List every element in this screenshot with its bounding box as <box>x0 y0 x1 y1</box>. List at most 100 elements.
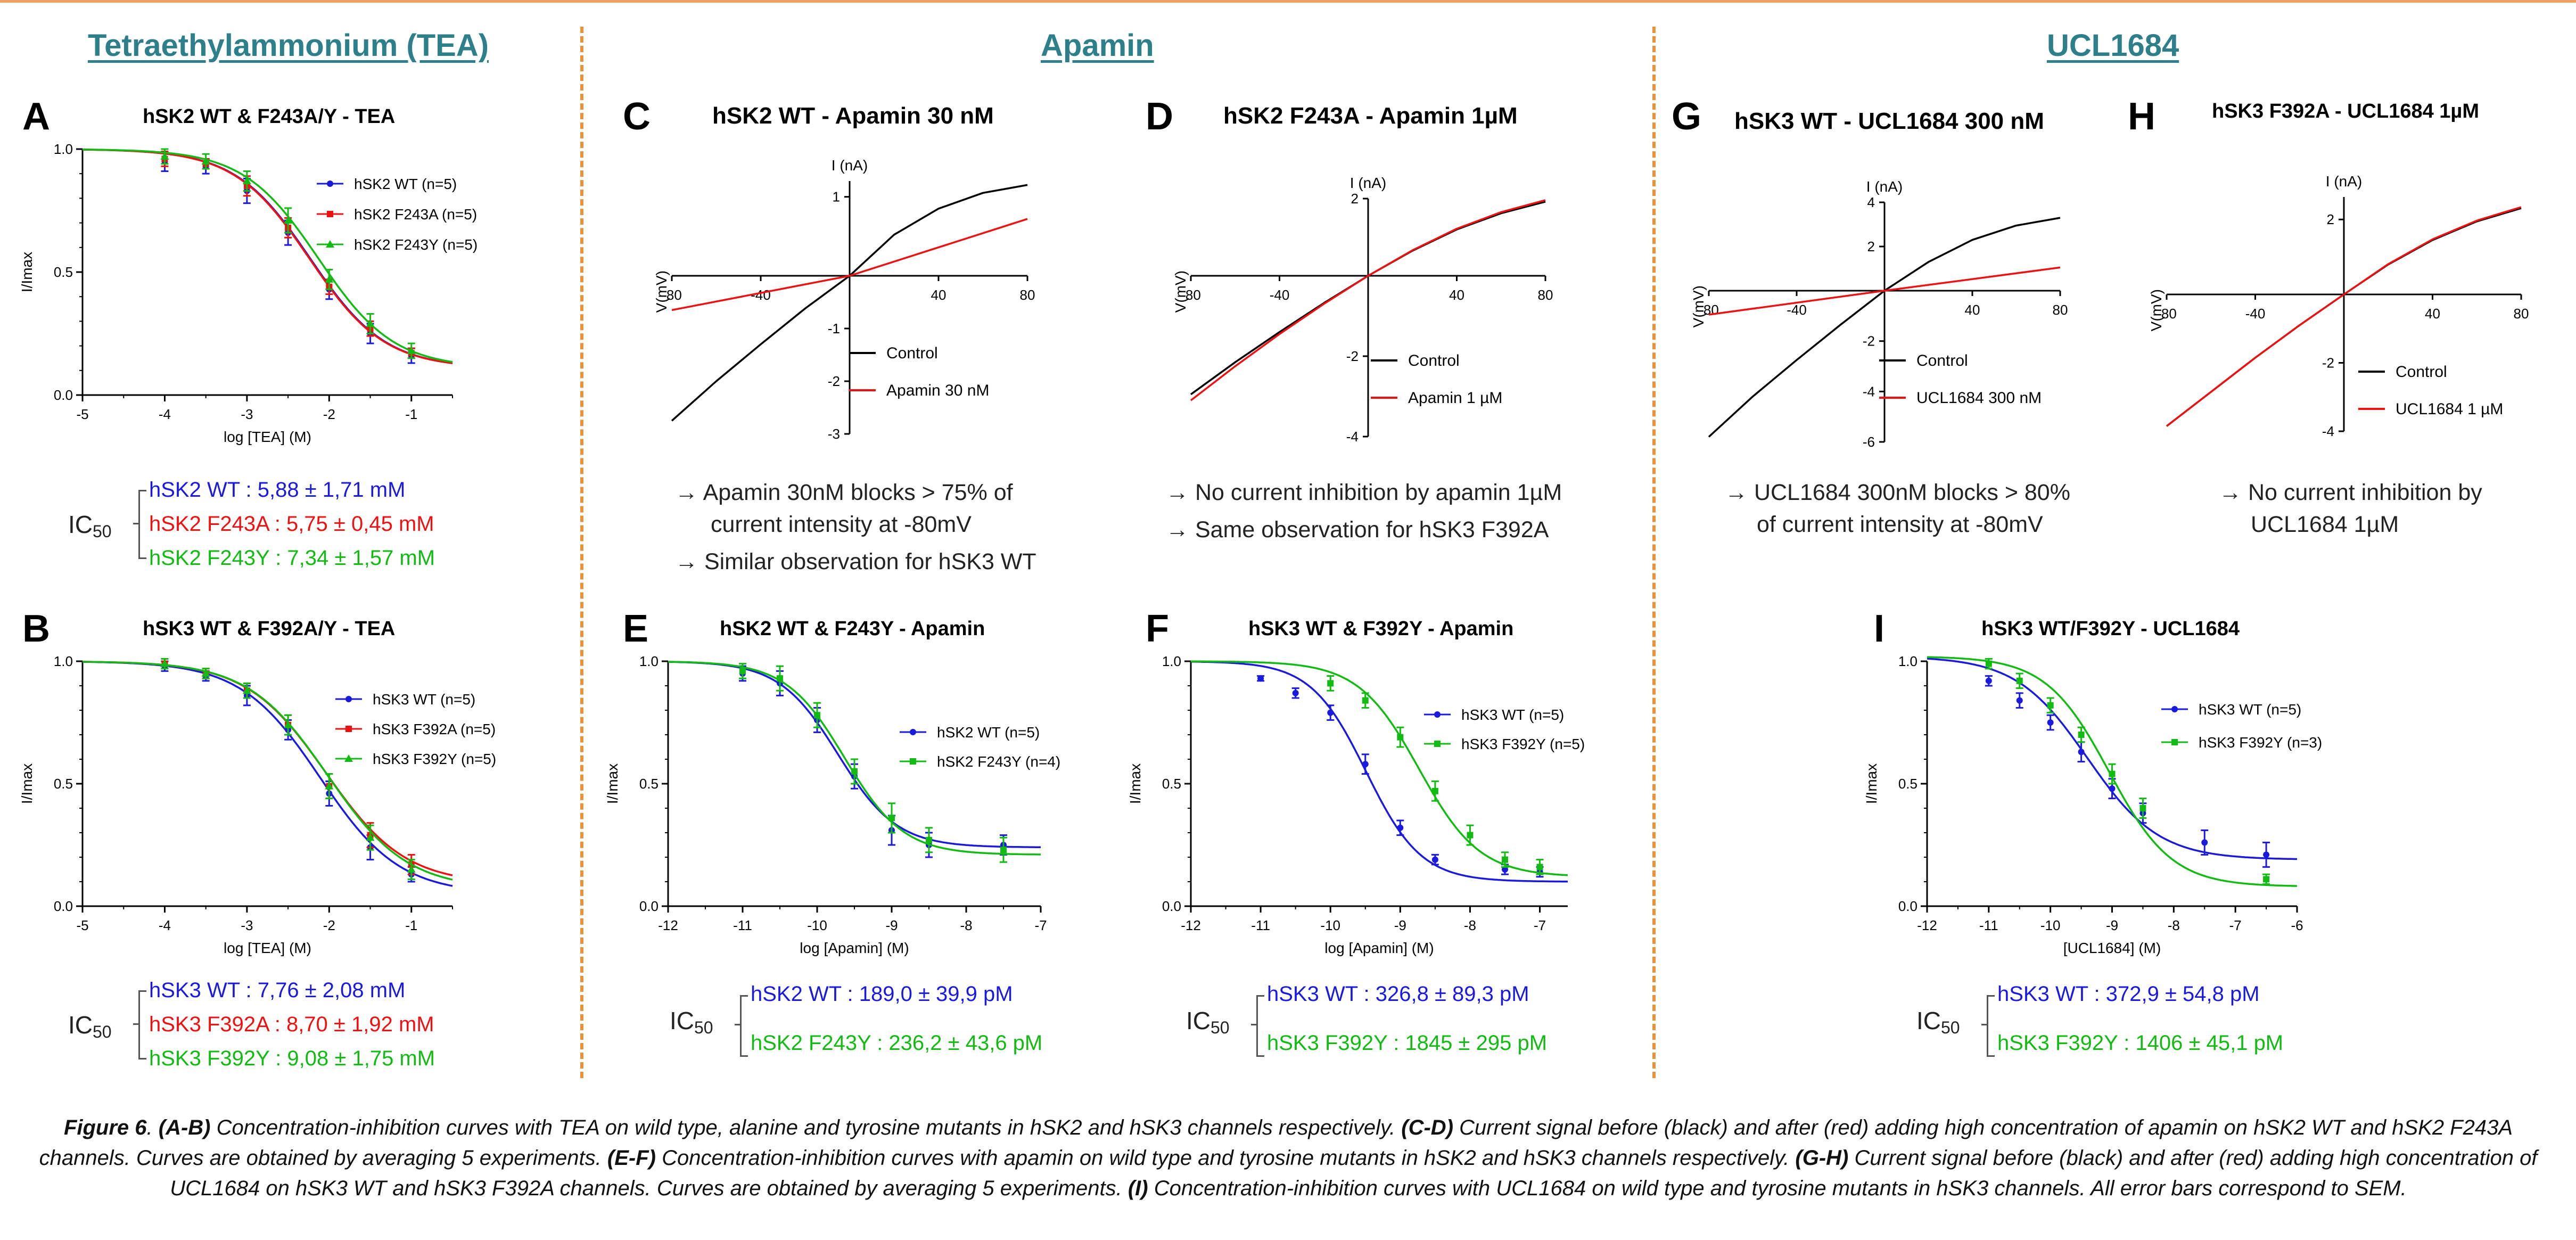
panel-title-e: hSK2 WT & F243Y - Apamin <box>720 618 985 640</box>
x-axis-label: log [Apamin] (M) <box>1324 940 1434 956</box>
chart-c: -80 -40 40 80-3-2-11I (nA)V(mV)ControlApami… <box>653 157 1035 442</box>
panel-title-h: hSK3 F392A - UCL1684 1µM <box>2212 100 2479 122</box>
panel-title-i: hSK3 WT/F392Y - UCL1684 <box>1981 618 2240 640</box>
x-tick-label: -9 <box>885 917 898 933</box>
panel-label-b: B <box>22 607 50 650</box>
note-g-2: of current intensity at -80mV <box>1757 512 2043 537</box>
x-axis-label: log [Apamin] (M) <box>800 940 909 956</box>
y-tick-label: 0.0 <box>639 898 659 914</box>
panel-label-e: E <box>623 607 649 650</box>
x-tick-label: -7 <box>1034 917 1047 933</box>
x-tick-label: -7 <box>1534 917 1546 933</box>
x-tick-label: -10 <box>807 917 827 933</box>
ic50-brace-tick <box>1251 1024 1257 1025</box>
x-tick-label: -80 <box>2157 306 2177 322</box>
ic50-value: hSK2 F243Y : 236,2 ± 43,6 pM <box>751 1031 1043 1055</box>
y-axis-label: I/Imax <box>604 763 621 804</box>
x-tick-label: -3 <box>241 406 253 422</box>
chart-d: -80 -40 40 80 -4 -2 2I (nA) V(mV) Control Apamin … <box>1172 175 1553 445</box>
v-axis-label: V(mV) <box>1172 270 1189 313</box>
series-f243y <box>668 661 1041 863</box>
data-point <box>242 177 251 185</box>
data-point <box>2201 839 2208 846</box>
y-unit-label: I (nA) <box>832 157 868 174</box>
caption-text: Current signal before (black) and after … <box>170 1146 2538 1200</box>
y-axis-label: I/Imax <box>19 252 35 292</box>
series-wt <box>1190 660 1568 883</box>
legend-entry: Control <box>849 344 938 362</box>
legend-entry: hSK3 WT (n=5) <box>335 691 475 708</box>
data-point <box>345 696 352 702</box>
data-point <box>739 668 746 675</box>
ic50-value: hSK3 F392A : 8,70 ± 1,92 mM <box>149 1013 434 1036</box>
caption-text: Current signal before (black) and after … <box>39 1116 2513 1170</box>
y-tick-label: 0.0 <box>1162 898 1181 914</box>
data-point <box>160 152 169 160</box>
y-tick-label: 0.5 <box>1898 776 1917 792</box>
data-point <box>284 216 293 224</box>
x-tick-label: -3 <box>241 917 253 933</box>
data-point <box>1327 709 1334 716</box>
ic50-value: hSK3 F392Y : 1406 ± 45,1 pM <box>1997 1031 2284 1055</box>
x-tick-label: -12 <box>658 917 678 933</box>
x-tick-label: -9 <box>2106 917 2118 933</box>
ic50-brace-tick <box>133 523 139 524</box>
x-tick-label: 80 <box>1020 287 1035 303</box>
y-tick-label: 0.5 <box>54 776 73 792</box>
x-tick-label: -5 <box>76 406 88 422</box>
data-point <box>1327 680 1334 687</box>
legend-label: hSK3 WT (n=5) <box>2199 701 2301 718</box>
ic50-value: hSK2 F243A : 5,75 ± 0,45 mM <box>149 512 434 536</box>
x-tick-label: -11 <box>1251 917 1270 933</box>
ic50-sub: 50 <box>694 1018 713 1037</box>
panel-title-a: hSK2 WT & F243A/Y - TEA <box>143 105 396 128</box>
top-rule <box>0 0 2576 3</box>
chart-a: -5 -4 -3 -2 -1 0.0 0.5 1.0 log [TEA] (M) I/Imax hS… <box>19 141 478 445</box>
panel-label-g: G <box>1672 95 1702 138</box>
data-point <box>2171 739 2178 745</box>
x-tick-label: -9 <box>1394 917 1406 933</box>
data-point <box>2109 785 2116 792</box>
ic50-value: hSK2 WT : 5,88 ± 1,71 mM <box>149 478 406 502</box>
y-unit-label: I (nA) <box>2326 173 2362 190</box>
panel-title-c: hSK2 WT - Apamin 30 nM <box>712 103 994 129</box>
fit-curve <box>1191 660 1568 876</box>
data-point <box>2078 732 2085 738</box>
legend-entry: hSK2 WT (n=5) <box>317 176 457 192</box>
section-divider <box>1652 27 1656 1078</box>
data-point <box>910 729 916 735</box>
caption-ref: (E-F) <box>607 1146 656 1170</box>
data-point <box>2047 702 2054 709</box>
data-point <box>1397 734 1404 741</box>
data-point <box>326 240 334 248</box>
panel-label-c: C <box>623 95 651 138</box>
y-axis-label: I/Imax <box>1863 763 1880 804</box>
y-tick-label: -2 <box>1863 333 1875 349</box>
trace-ucl1684 <box>2166 206 2522 427</box>
legend-label: hSK3 F392Y (n=3) <box>2199 734 2322 751</box>
caption-ref: (I) <box>1127 1177 1148 1200</box>
x-tick-label: 80 <box>2514 306 2529 322</box>
data-point <box>366 833 375 841</box>
ic50-block-b: IC50 hSK3 WT : 7,76 ± 2,08 mM hSK3 F392A… <box>68 974 441 1081</box>
x-tick-label: -5 <box>76 917 88 933</box>
y-unit-label: I (nA) <box>1350 175 1386 191</box>
note-h-2: UCL1684 1µM <box>2251 512 2399 537</box>
y-tick-label: 0.5 <box>639 776 659 792</box>
note-d-1: → No current inhibition by apamin 1µM <box>1166 480 1562 505</box>
legend-entry: Control <box>2358 363 2447 381</box>
x-tick-label: 40 <box>931 287 947 303</box>
data-point <box>2016 677 2023 684</box>
legend-entry: Apamin 30 nM <box>849 382 989 399</box>
ic50-brace-tick <box>1981 1024 1988 1025</box>
x-axis-label: log [TEA] (M) <box>224 940 311 956</box>
legend-entry: Control <box>1371 352 1460 369</box>
data-point <box>1502 866 1508 873</box>
x-axis-label: log [TEA] (M) <box>224 429 311 445</box>
ic50-brace <box>1987 995 1995 1057</box>
series-wt <box>1927 658 2297 868</box>
legend-entry: hSK3 WT (n=5) <box>1424 707 1564 723</box>
data-point <box>2016 697 2023 704</box>
note-d-2: → Same observation for hSK3 F392A <box>1166 517 1549 543</box>
